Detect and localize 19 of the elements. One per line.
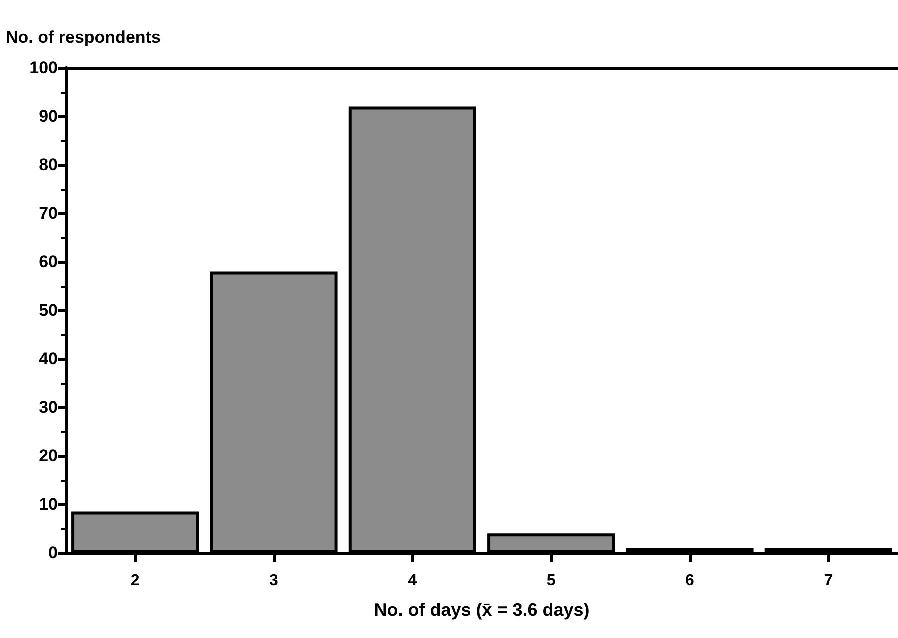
x-tick-label: 5 [546, 572, 556, 590]
y-tick-label: 30 [39, 398, 58, 417]
y-tick-label: 90 [39, 107, 58, 126]
y-tick-label: 80 [39, 156, 58, 174]
x-axis-title: No. of days (x̄ = 3.6 days) [374, 600, 590, 620]
x-tick-label: 3 [270, 572, 279, 590]
x-tick-label: 7 [824, 572, 834, 590]
y-tick-label: 0 [48, 544, 58, 562]
y-tick-label: 20 [39, 446, 58, 466]
y-tick-label: 70 [39, 204, 58, 223]
x-tick-label: 4 [408, 572, 418, 590]
y-tick-label: 40 [39, 350, 58, 368]
y-tick-label: 10 [39, 495, 58, 514]
y-axis-title: No. of respondents [6, 28, 161, 47]
y-tick-label: 100 [30, 58, 58, 78]
x-tick-label: 2 [130, 572, 140, 590]
y-tick-label: 60 [39, 252, 58, 272]
y-tick-label: 50 [39, 301, 58, 320]
x-tick-label: 6 [686, 572, 695, 590]
